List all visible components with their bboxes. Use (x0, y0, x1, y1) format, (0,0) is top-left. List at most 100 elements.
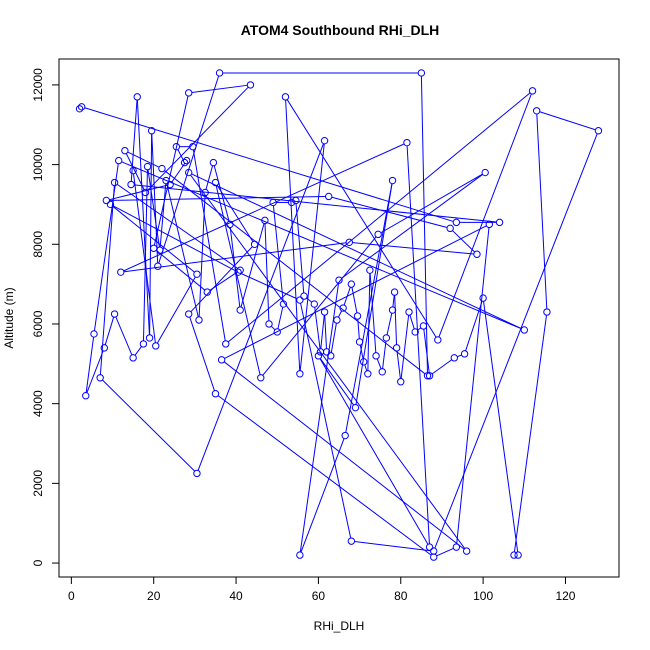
series-segment (191, 84, 248, 93)
x-tick-label: 20 (147, 589, 161, 603)
data-point (166, 180, 174, 189)
data-point (287, 198, 296, 207)
series-segment (190, 246, 253, 313)
series-segment (300, 303, 352, 539)
series-segment (159, 183, 167, 248)
data-point (528, 87, 537, 95)
series-segment (400, 315, 410, 379)
data-point (347, 280, 356, 288)
series-segment (380, 173, 483, 234)
series-segment (86, 350, 104, 393)
data-point (145, 334, 154, 342)
y-tick-label: 10000 (31, 148, 45, 182)
x-axis-label: RHi_DLH (314, 619, 365, 633)
data-point (322, 348, 331, 356)
series-segment (205, 165, 214, 190)
series-segment (93, 163, 119, 331)
data-point (117, 268, 125, 276)
series-segment (217, 395, 432, 556)
data-point (347, 537, 356, 545)
series-segment (104, 316, 115, 345)
data-point (481, 168, 489, 177)
series-segment (171, 162, 186, 183)
series-segment (457, 354, 462, 358)
data-point (261, 216, 269, 225)
data-point (446, 224, 454, 233)
series-segment (295, 203, 305, 293)
series-segment (343, 286, 351, 306)
data-point (102, 196, 111, 205)
series-segment (452, 230, 475, 253)
data-point (110, 178, 119, 187)
data-point (246, 81, 255, 89)
data-point (452, 543, 461, 551)
x-tick-label: 100 (473, 589, 493, 603)
y-tick-label: 4000 (31, 390, 45, 417)
data-point (345, 238, 353, 246)
series-segment (300, 438, 345, 553)
series-segment (197, 143, 324, 471)
series-segment (177, 149, 184, 160)
series-segment (331, 196, 448, 229)
series-segment (299, 283, 340, 552)
series-segment (156, 276, 196, 344)
data-point (222, 340, 230, 348)
series-segment (369, 273, 377, 353)
data-point (296, 296, 304, 304)
series-segment (166, 183, 199, 317)
data-point (100, 344, 108, 352)
data-point (543, 308, 551, 316)
data-point (143, 162, 152, 171)
series-segment (240, 223, 265, 308)
series-segment (330, 323, 337, 353)
data-point (320, 308, 329, 316)
series-segment (434, 133, 598, 549)
data-point (211, 390, 220, 398)
data-point (353, 312, 362, 320)
series-segment (417, 327, 422, 331)
data-point (127, 180, 135, 189)
data-point (189, 142, 197, 151)
data-point (300, 292, 308, 300)
data-point (320, 136, 329, 145)
data-point (180, 158, 189, 167)
data-point (121, 146, 129, 155)
data-point (139, 340, 148, 348)
data-point (374, 230, 382, 239)
data-point (147, 127, 156, 135)
series-segment (431, 359, 452, 375)
data-point (364, 370, 372, 378)
series-segment (216, 184, 254, 242)
y-tick-label: 6000 (31, 310, 45, 337)
series-segment (147, 86, 249, 191)
data-point (236, 266, 244, 274)
series-segment (147, 169, 160, 248)
data-point (372, 352, 380, 360)
series-segment (357, 319, 360, 339)
series-segment (136, 100, 150, 335)
y-tick-label: 12000 (31, 68, 45, 102)
series-segment (396, 351, 401, 379)
series-segment (272, 205, 284, 301)
data-point (434, 336, 442, 344)
data-point (485, 220, 493, 229)
series-segment (240, 273, 298, 300)
data-point (514, 551, 522, 559)
series-segment (324, 315, 327, 349)
data-point (296, 551, 304, 559)
data-point (450, 354, 458, 362)
series-segment (213, 165, 230, 222)
series-segment (423, 329, 430, 373)
data-point (392, 344, 401, 352)
data-point (203, 288, 211, 296)
series-segment (109, 196, 326, 201)
data-point (158, 164, 166, 173)
data-point (355, 338, 364, 346)
data-point (115, 156, 123, 165)
series-segment (215, 185, 261, 375)
data-point (510, 551, 518, 559)
y-axis: 0 2000 4000 6000 8000 10000 12000 (31, 68, 60, 566)
series-segment (355, 183, 393, 405)
data-point (360, 358, 368, 366)
series-segment (456, 227, 490, 544)
